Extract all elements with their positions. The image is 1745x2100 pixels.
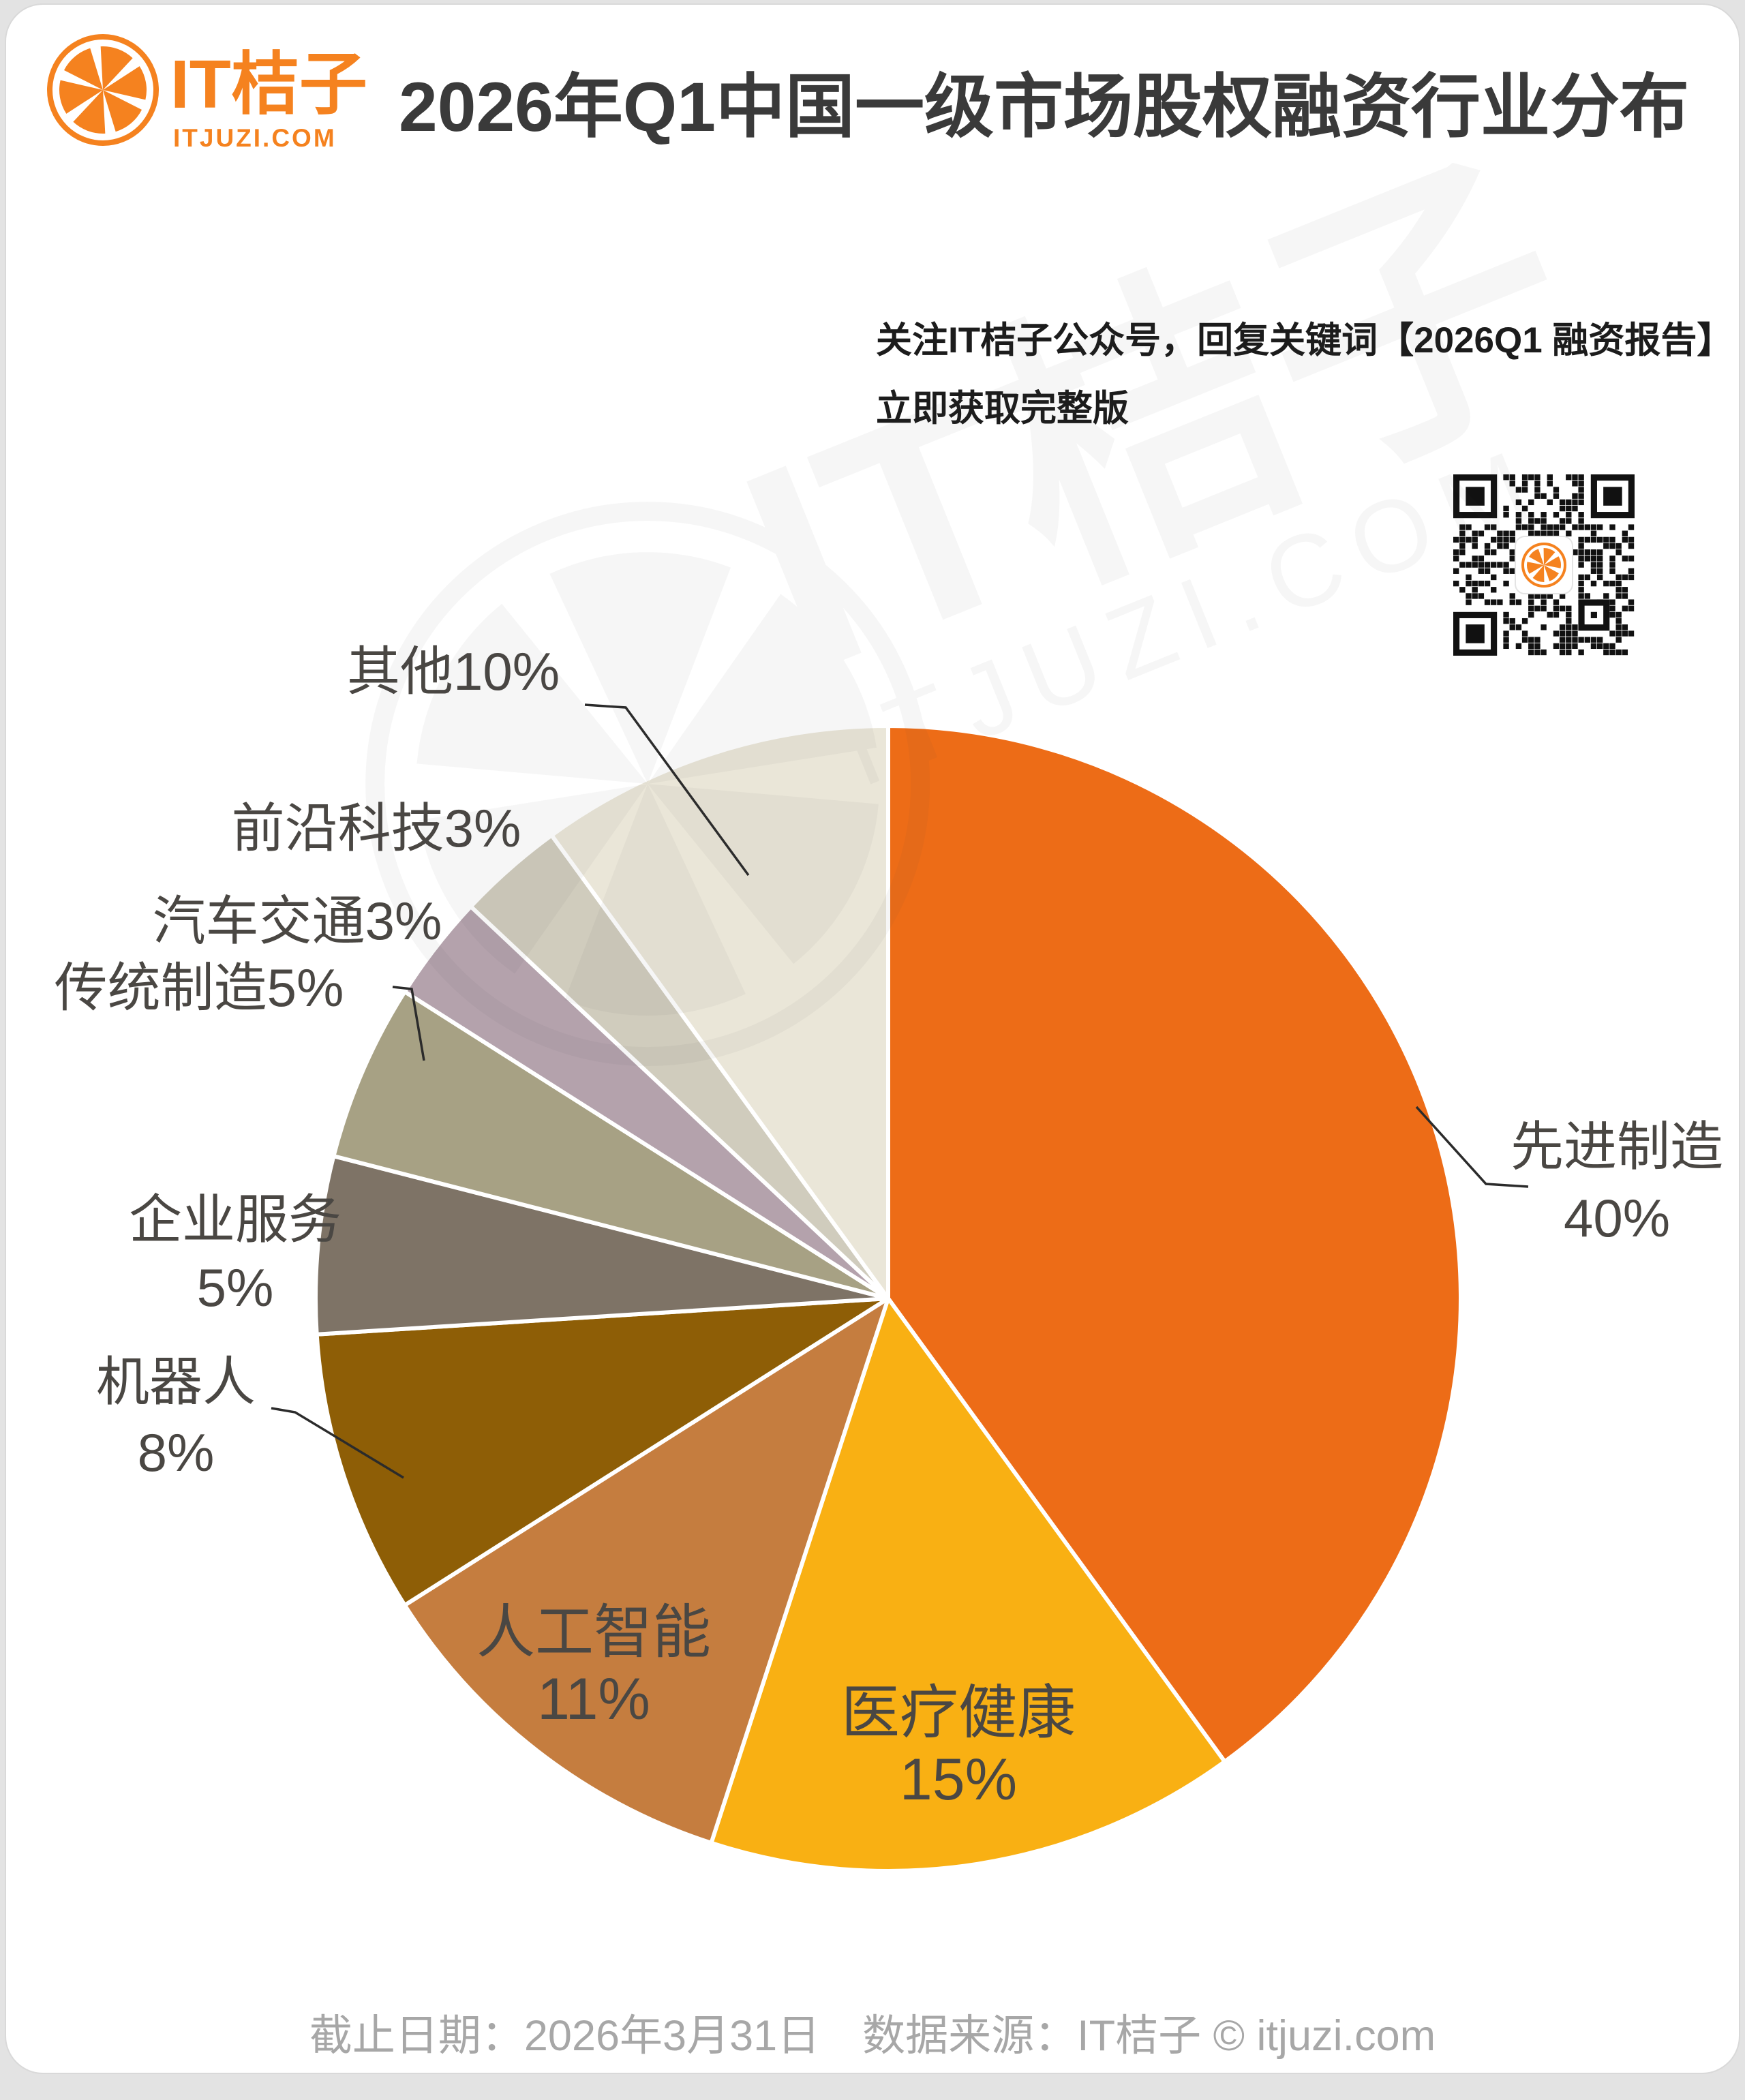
slice-label-前沿科技: 前沿科技3% (232, 798, 521, 858)
footer-text: 截止日期：2026年3月31日 数据来源：IT桔子 © itjuzi.com (309, 2012, 1436, 2060)
slice-label-企业服务: 企业服务 (129, 1189, 342, 1249)
pie-slices (314, 724, 1463, 1873)
slice-pct-医疗健康: 15% (900, 1747, 1017, 1812)
slice-label-医疗健康: 医疗健康 (841, 1680, 1076, 1746)
footer-data-source: 数据来源：IT桔子 © itjuzi.com (862, 2012, 1436, 2060)
pie-slice-企业服务 (314, 1154, 890, 1337)
pie-slice-人工智能 (402, 1296, 890, 1845)
watermark-logo-wedges (416, 552, 879, 1016)
watermark-logo-ring (365, 502, 930, 1067)
promo-block: 关注IT桔子公众号，回复关键词【2026Q1 融资报告】 立即获取完整版 (876, 320, 1733, 429)
itjuzi-logo-icon (47, 34, 159, 146)
slice-pct-机器人: 8% (138, 1422, 215, 1482)
promo-line2: 立即获取完整版 (876, 389, 1129, 429)
pie-slice-其他 (549, 724, 890, 1300)
logo-domain: ITJUZI.COM (173, 124, 337, 152)
watermark: IT桔子 ITJUZI.COM (365, 114, 1613, 1067)
leader-line-机器人 (271, 1407, 404, 1479)
pie-slice-机器人 (314, 1296, 890, 1608)
leader-line-其他 (584, 703, 750, 877)
pie-slice-医疗健康 (709, 1296, 1227, 1873)
page-title: 2026年Q1中国一级市场股权融资行业分布 (399, 68, 1689, 146)
slice-pct-先进制造: 40% (1564, 1188, 1670, 1248)
slice-label-传统制造: 传统制造5% (55, 958, 344, 1018)
slice-label-汽车交通: 汽车交通3% (153, 891, 442, 951)
slice-label-先进制造: 先进制造 (1511, 1116, 1723, 1176)
leader-line-传统制造 (392, 986, 425, 1061)
slice-label-其他: 其他10% (347, 641, 560, 701)
leader-lines (271, 703, 1529, 1479)
qr-code (1445, 466, 1643, 664)
logo-orange-wedges (59, 46, 147, 134)
logo-text: IT桔子 (170, 46, 367, 123)
leader-line-先进制造 (1415, 1106, 1529, 1188)
promo-line1: 关注IT桔子公众号，回复关键词【2026Q1 融资报告】 (876, 320, 1733, 361)
slice-label-机器人: 机器人 (96, 1352, 256, 1412)
slice-pct-企业服务: 5% (197, 1258, 274, 1318)
slice-pct-人工智能: 11% (537, 1667, 650, 1732)
slice-label-人工智能: 人工智能 (476, 1600, 711, 1665)
pie-slice-先进制造 (886, 724, 1463, 1764)
header: IT桔子 ITJUZI.COM 2026年Q1中国一级市场股权融资行业分布 (47, 34, 1689, 152)
footer-cutoff-date: 截止日期：2026年3月31日 (309, 2012, 820, 2060)
pie-slice-传统制造 (331, 989, 890, 1300)
